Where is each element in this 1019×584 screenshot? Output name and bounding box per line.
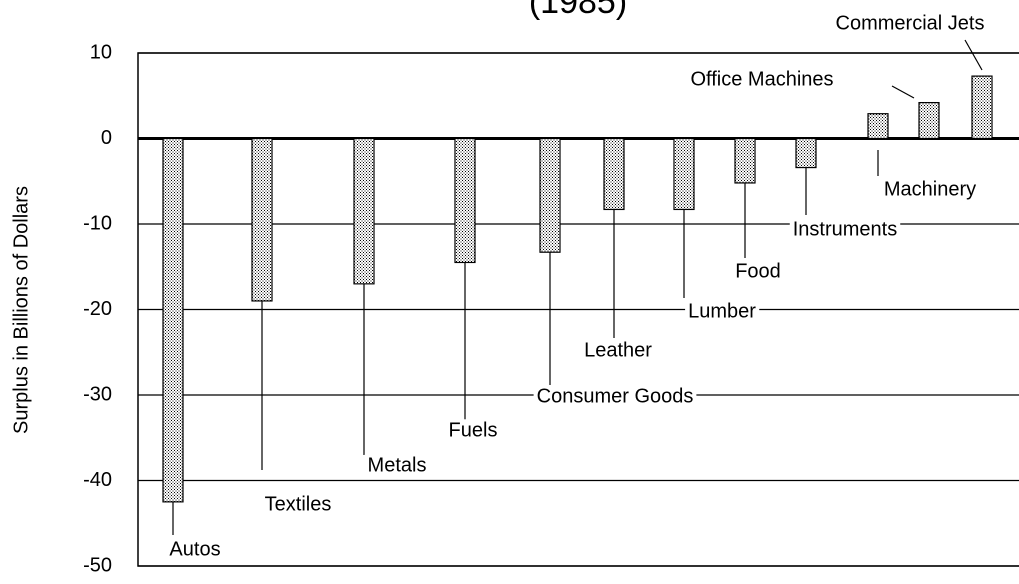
y-axis-label: Surplus in Billions of Dollars (10, 186, 32, 434)
bar (539, 137, 561, 253)
label-background (445, 419, 501, 442)
bar-label: Consumer Goods (537, 385, 694, 407)
bar (454, 137, 476, 264)
bar-label: Machinery (884, 178, 976, 200)
label-background (789, 218, 901, 241)
chart-title: (1985) (529, 0, 627, 21)
bar (353, 137, 375, 285)
y-tick-label: 10 (90, 41, 112, 63)
y-tick-label: 0 (101, 127, 112, 149)
bar-label: Lumber (688, 300, 756, 322)
bar-label: Autos (169, 538, 220, 560)
bar-label: Food (735, 260, 781, 282)
y-tick-label: -30 (83, 383, 112, 405)
bar (795, 137, 817, 169)
label-background (832, 12, 988, 35)
bar (162, 137, 184, 503)
bar (603, 137, 625, 211)
label-background (732, 260, 784, 283)
y-tick-label: -40 (83, 469, 112, 491)
label-background (581, 339, 656, 362)
label-background (364, 454, 430, 477)
label-background (687, 68, 837, 91)
label-background (685, 300, 760, 323)
bar (251, 137, 273, 302)
bar (867, 113, 889, 140)
bar-label: Commercial Jets (836, 12, 985, 34)
bar-label: Fuels (449, 419, 498, 441)
y-tick-label: -50 (83, 554, 112, 576)
label-background (166, 538, 224, 561)
bar-label: Textiles (265, 493, 332, 515)
bar (971, 75, 993, 140)
bar-label: Instruments (793, 218, 897, 240)
label-background (533, 385, 697, 408)
y-tick-label: -10 (83, 212, 112, 234)
leader-line (964, 39, 983, 71)
bar-label: Office Machines (690, 68, 833, 90)
bar-label: Metals (368, 454, 427, 476)
bar (734, 137, 756, 184)
label-background (880, 178, 980, 201)
bar (673, 137, 695, 211)
label-background (261, 493, 335, 516)
leader-line (891, 85, 915, 99)
bar (918, 101, 940, 140)
bar-label: Leather (584, 339, 652, 361)
y-tick-label: -20 (83, 298, 112, 320)
